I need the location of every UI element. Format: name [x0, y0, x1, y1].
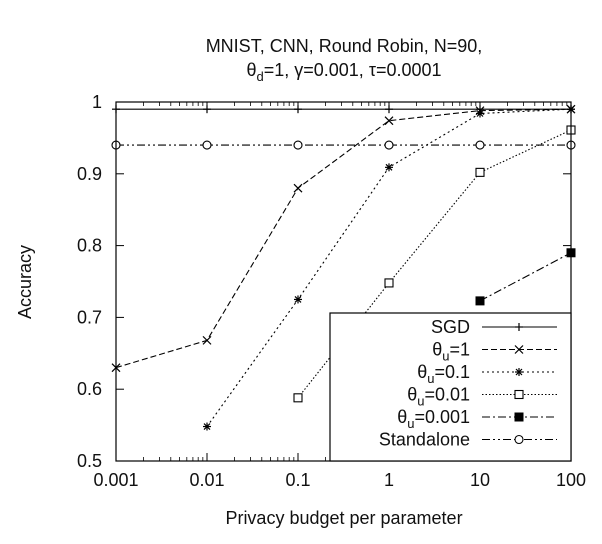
data-point	[475, 140, 485, 150]
series-0	[112, 105, 575, 114]
legend-marker	[515, 368, 523, 376]
chart-title-line1: MNIST, CNN, Round Robin, N=90,	[206, 36, 483, 56]
data-point	[202, 140, 212, 150]
data-point	[294, 295, 302, 304]
series-line	[297, 129, 572, 399]
y-axis-label: Accuracy	[15, 245, 35, 319]
series-line	[115, 108, 572, 369]
title-eq2: =0.001,	[303, 60, 369, 80]
legend-marker	[514, 434, 524, 445]
title-tau: τ	[369, 60, 376, 80]
chart-title-line2: θd=1, γ=0.001, τ=0.0001	[246, 60, 441, 84]
legend-label: θu=1	[432, 340, 470, 364]
y-tick-label: 1	[92, 92, 102, 112]
data-point	[385, 163, 393, 172]
y-tick-label: 0.9	[77, 164, 102, 184]
x-tick-label: 0.01	[189, 470, 224, 490]
data-point	[475, 167, 485, 177]
title-gamma: γ	[294, 60, 303, 80]
y-tick-label: 0.8	[77, 236, 102, 256]
data-point	[475, 296, 485, 306]
data-point	[293, 140, 303, 150]
data-point	[203, 422, 211, 431]
data-point	[384, 140, 394, 150]
title-eq3: =0.0001	[376, 60, 442, 80]
x-tick-label: 10	[470, 470, 490, 490]
data-point	[293, 183, 303, 193]
legend-label: θu=0.1	[417, 362, 470, 386]
x-axis-label: Privacy budget per parameter	[225, 508, 462, 528]
data-point	[294, 105, 302, 114]
series-5	[111, 140, 576, 150]
x-tick-label: 1	[384, 470, 394, 490]
legend-marker	[514, 412, 524, 422]
legend-marker	[514, 389, 524, 400]
data-point	[293, 393, 303, 403]
legend-label: Standalone	[379, 430, 470, 450]
x-tick-label: 100	[556, 470, 586, 490]
legend-label: θu=0.001	[397, 407, 470, 431]
y-tick-label: 0.6	[77, 379, 102, 399]
y-tick-label: 0.7	[77, 307, 102, 327]
data-point	[203, 105, 211, 114]
title-theta: θ	[246, 60, 256, 80]
legend-label: SGD	[431, 317, 470, 337]
legend-marker	[514, 345, 524, 354]
series-2	[203, 105, 575, 431]
series-line	[479, 252, 572, 302]
data-point	[385, 105, 393, 114]
title-theta-sub: d	[256, 69, 263, 84]
data-point	[384, 116, 394, 126]
data-point	[476, 109, 484, 118]
title-eq1: =1,	[264, 60, 295, 80]
series-4	[475, 248, 576, 306]
x-tick-label: 0.1	[285, 470, 310, 490]
data-point	[384, 278, 394, 288]
legend-marker	[515, 323, 523, 331]
data-point	[202, 335, 212, 345]
x-tick-label: 0.001	[93, 470, 138, 490]
y-tick-label: 0.5	[77, 451, 102, 471]
legend-box	[329, 312, 572, 462]
legend-label: θu=0.01	[407, 385, 470, 409]
